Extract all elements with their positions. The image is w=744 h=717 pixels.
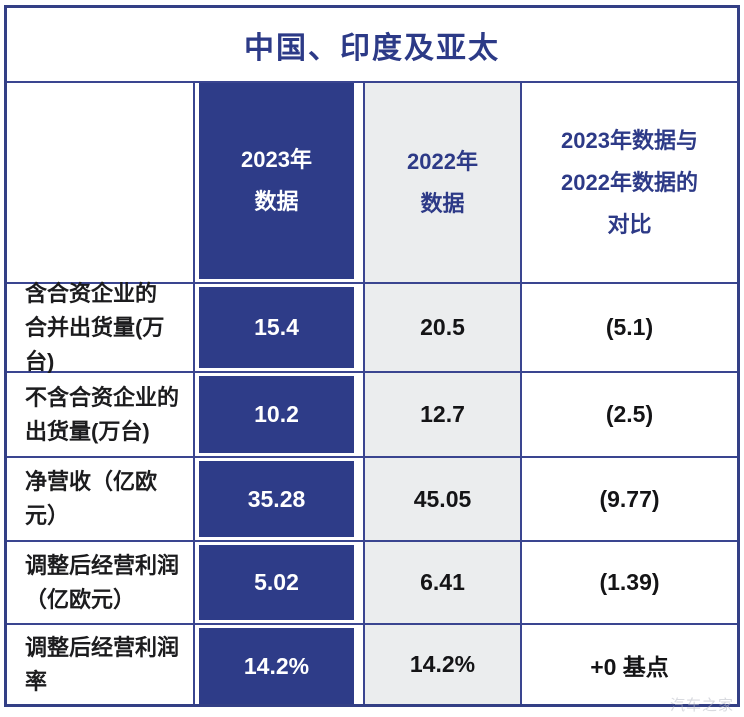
value-2023: 10.2 <box>195 373 363 456</box>
row-label: 不含合资企业的 出货量(万台) <box>7 373 193 456</box>
watermark: 汽车之家 <box>669 697 734 714</box>
value-2023: 5.02 <box>195 542 363 623</box>
row-label-line: 调整后经营利润 <box>25 552 180 578</box>
header-empty-cell <box>7 83 193 282</box>
header-2023-line1: 2023年 <box>241 147 312 172</box>
header-2023-data: 2023年 数据 <box>195 83 363 282</box>
row-label-line: 不含合资企业的 <box>25 384 180 410</box>
header-comparison-line3: 对比 <box>607 211 652 237</box>
data-table: 2023年 数据 2022年 数据 2023年数据与 2022年数据的 对比 含… <box>7 83 737 704</box>
comparison-table-figure: 中国、印度及亚太 2023年 数据 2022年 数据 2023年数据与 2022… <box>4 5 740 707</box>
table-title-bar: 中国、印度及亚太 <box>7 8 737 83</box>
row-label-line: 合并出货量(万台) <box>25 314 165 374</box>
value-comparison: (2.5) <box>522 373 737 456</box>
row-label: 含合资企业的合并出货量(万台) <box>7 281 193 374</box>
row-label-line: 净营收（亿欧元） <box>25 469 158 528</box>
row-label-line: 含合资企业的 <box>25 280 158 306</box>
value-comparison: +0 基点 <box>522 625 737 704</box>
header-comparison: 2023年数据与 2022年数据的 对比 <box>522 83 737 282</box>
value-2022: 14.2% <box>365 625 520 704</box>
header-comparison-line1: 2023年数据与 <box>561 127 698 153</box>
header-2023-line2: 数据 <box>254 189 299 214</box>
value-2022: 6.41 <box>365 542 520 623</box>
value-comparison: (9.77) <box>522 458 737 540</box>
value-2023: 14.2% <box>195 625 363 704</box>
row-label-line: （亿欧元） <box>25 586 136 612</box>
row-label: 调整后经营利润 （亿欧元） <box>7 542 193 623</box>
value-comparison: (1.39) <box>522 542 737 623</box>
value-2022: 45.05 <box>365 458 520 540</box>
value-2022: 20.5 <box>365 284 520 371</box>
header-2022-line1: 2022年 <box>407 148 478 174</box>
header-2022-data: 2022年 数据 <box>365 83 520 282</box>
value-2022: 12.7 <box>365 373 520 456</box>
row-label-line: 调整后经营利润率 <box>25 634 180 694</box>
value-2023: 15.4 <box>195 284 363 371</box>
header-2022-line2: 数据 <box>420 190 465 216</box>
row-label: 净营收（亿欧元） <box>7 458 193 540</box>
value-comparison: (5.1) <box>522 284 737 371</box>
row-label: 调整后经营利润率 <box>7 625 193 704</box>
page-title: 中国、印度及亚太 <box>244 31 500 65</box>
row-label-line: 出货量(万台) <box>25 418 150 444</box>
header-comparison-line2: 2022年数据的 <box>561 169 698 195</box>
value-2023: 35.28 <box>195 458 363 540</box>
